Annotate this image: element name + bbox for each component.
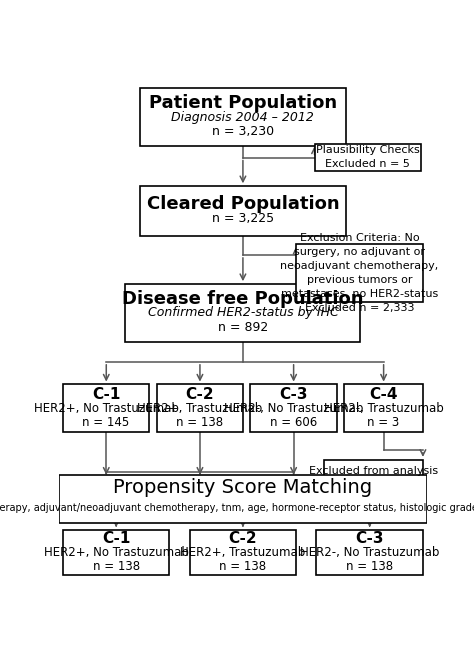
Text: Disease free Population: Disease free Population — [122, 290, 364, 308]
Text: HER2+, Trastuzumab: HER2+, Trastuzumab — [180, 546, 306, 559]
Text: HER2+, No Trastuzumab: HER2+, No Trastuzumab — [44, 546, 189, 559]
Text: HER2-, No Trastuzumab: HER2-, No Trastuzumab — [300, 546, 439, 559]
FancyBboxPatch shape — [190, 530, 296, 575]
Text: neoadjuvant chemotherapy,: neoadjuvant chemotherapy, — [281, 261, 438, 271]
FancyBboxPatch shape — [59, 475, 427, 522]
Text: metastases, no HER2-status: metastases, no HER2-status — [281, 289, 438, 299]
Text: n = 606: n = 606 — [270, 416, 317, 429]
Text: previous tumors or: previous tumors or — [307, 274, 412, 285]
Text: C-3: C-3 — [279, 387, 308, 402]
FancyBboxPatch shape — [125, 284, 360, 342]
Text: n = 145: n = 145 — [82, 416, 130, 429]
Text: HER2+, Trastuzumab: HER2+, Trastuzumab — [137, 402, 263, 415]
FancyBboxPatch shape — [315, 143, 421, 171]
Text: n = 138: n = 138 — [219, 560, 266, 573]
Text: HER2+, No Trastuzumab: HER2+, No Trastuzumab — [34, 402, 179, 415]
Text: surgery, no adjuvant or: surgery, no adjuvant or — [294, 246, 425, 257]
Text: Excluded from analysis: Excluded from analysis — [309, 466, 438, 476]
FancyBboxPatch shape — [324, 460, 423, 482]
FancyBboxPatch shape — [296, 244, 423, 302]
Text: Excluded n = 2,333: Excluded n = 2,333 — [305, 303, 414, 313]
Text: C-1: C-1 — [92, 387, 120, 402]
FancyBboxPatch shape — [140, 186, 346, 237]
Text: n = 892: n = 892 — [218, 321, 268, 334]
FancyBboxPatch shape — [156, 385, 243, 432]
FancyBboxPatch shape — [140, 88, 346, 146]
Text: Confirmed HER2-status by IHC: Confirmed HER2-status by IHC — [147, 306, 338, 319]
Text: Propensity Score Matching: Propensity Score Matching — [113, 478, 373, 497]
Text: n = 138: n = 138 — [92, 560, 140, 573]
Text: C-2: C-2 — [228, 531, 257, 546]
Text: HER2-, Trastuzumab: HER2-, Trastuzumab — [324, 402, 443, 415]
Text: n = 138: n = 138 — [346, 560, 393, 573]
Text: Exclusion Criteria: No: Exclusion Criteria: No — [300, 233, 419, 243]
FancyBboxPatch shape — [250, 385, 337, 432]
Text: Plausibility Checks: Plausibility Checks — [316, 145, 419, 155]
Text: Excluded n = 5: Excluded n = 5 — [325, 159, 410, 170]
Text: n = 3,230: n = 3,230 — [212, 125, 274, 138]
Text: HER2-, No Trastuzumab: HER2-, No Trastuzumab — [224, 402, 363, 415]
Text: C-4: C-4 — [369, 387, 398, 402]
Text: C-1: C-1 — [102, 531, 130, 546]
Text: Patient Population: Patient Population — [149, 94, 337, 112]
FancyBboxPatch shape — [63, 530, 169, 575]
Text: n = 138: n = 138 — [176, 416, 223, 429]
FancyBboxPatch shape — [316, 530, 423, 575]
FancyBboxPatch shape — [344, 385, 423, 432]
Text: Diagnosis 2004 – 2012: Diagnosis 2004 – 2012 — [172, 111, 314, 124]
Text: n = 3: n = 3 — [367, 416, 400, 429]
Text: Radiotherapy, adjuvant/neoadjuvant chemotherapy, tnm, age, hormone-receptor stat: Radiotherapy, adjuvant/neoadjuvant chemo… — [0, 503, 474, 512]
FancyBboxPatch shape — [63, 385, 149, 432]
Text: C-2: C-2 — [185, 387, 214, 402]
Text: C-3: C-3 — [356, 531, 384, 546]
Text: n = 3,225: n = 3,225 — [212, 212, 274, 225]
Text: Cleared Population: Cleared Population — [146, 195, 339, 213]
